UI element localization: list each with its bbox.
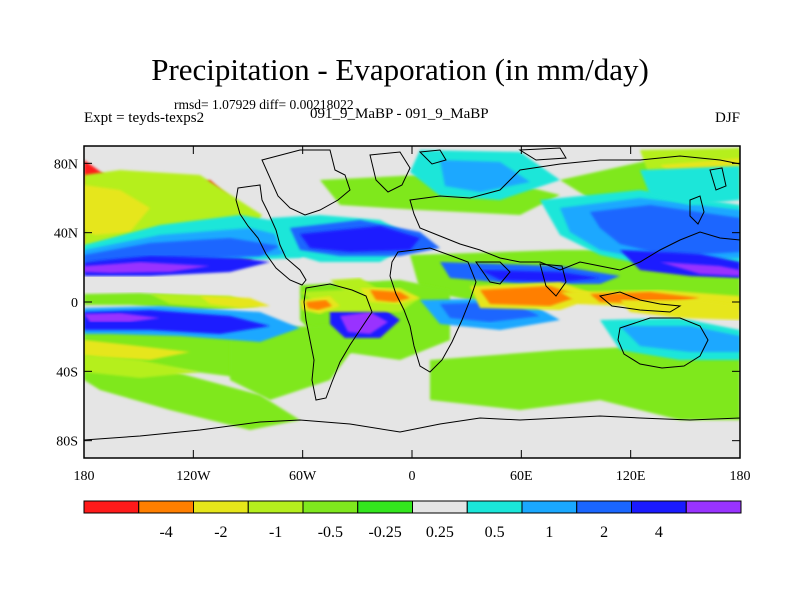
lon-tick-label: 180 [74,469,95,484]
field-region-siberia-cyan [640,166,740,205]
colorbar-label: 0.5 [485,524,505,541]
field-region-atlantic-orange [370,290,410,302]
colorbar-swatch-3 [193,500,249,514]
colorbar-swatch-4 [247,500,304,514]
colorbar-label: 4 [655,524,663,541]
colorbar-swatch-1 [83,500,140,514]
colorbar-swatch-11 [631,500,687,514]
colorbar-swatch-10 [576,500,632,514]
lon-tick-label: 60W [289,469,317,484]
field-region-southern-ocean-green [430,345,740,420]
field-region-northeast-brazil-orange [306,300,332,310]
coastline-greenland [369,151,411,193]
runs-label: 091_9_MaBP - 091_9_MaBP [310,106,489,122]
colorbar-label: -1 [269,524,282,541]
field-region-south-pacific-lime [84,355,200,378]
coastline-indonesia [598,291,682,313]
lon-tick-label: 180 [730,469,751,484]
colorbar-swatch-2 [138,500,194,514]
field-region-southeast-pacific-green [230,325,360,400]
coastline-south-america [303,283,373,401]
lat-tick-label: 40S [56,365,78,380]
field-region-east-asia-blue [590,205,740,256]
coastline-north-america [235,149,351,286]
coastline-arabia-india [475,261,567,297]
field-region-north-pacific-blue [84,238,280,262]
lat-tick-label: 40N [54,227,78,242]
colorbar-label: 2 [600,524,608,541]
coastline-antarctica [84,415,740,458]
field-region-itcz-pacific-purple [84,262,210,273]
colorbar-swatch-5 [302,500,359,514]
field-region-north-atlantic-darkblue [300,226,420,252]
colorbar-label: 1 [545,524,553,541]
colorbar-label: -0.25 [368,524,401,541]
coastline-eurasia [409,155,740,271]
season-label: DJF [714,110,740,126]
coastline-japan-kamchatka [689,167,727,225]
field-region-equatorial-yellow [200,296,270,308]
colorbar-label: -2 [214,524,227,541]
field-region-west-pacific-purple [660,262,740,276]
colorbar-label: 0.25 [426,524,454,541]
statistics-text: rmsd= 1.07929 diff= 0.00218022 [174,97,354,112]
field-region-south-pacific-yellow [84,340,190,360]
field-region-europe-lightblue [440,160,530,192]
coastline-africa [389,247,477,373]
coastline-australia [617,317,709,369]
colorbar-swatch-6 [357,500,413,514]
colorbar-swatch-12 [685,500,742,514]
lon-tick-label: 60E [510,469,533,484]
field-region-australia-yellow [620,300,740,320]
field-region-spcz-purple [84,313,160,322]
field-region-amazon-purple [340,312,388,334]
plot-title: Precipitation - Evaporation (in mm/day) [151,52,649,87]
colorbar-swatch-8 [466,500,523,514]
colorbar-label: -0.5 [318,524,343,541]
field-region-indian-orange [480,286,580,306]
lon-tick-label: 120W [176,469,211,484]
colorbar-label: -4 [159,524,172,541]
lat-tick-label: 80N [54,157,78,172]
lat-tick-label: 80S [56,435,78,450]
coastline-arctic-islands [418,147,567,165]
field-region-south-indian-lightblue-2 [620,326,740,352]
colorbar-swatch-9 [521,500,578,514]
experiment-label: Expt = teyds-texps2 [84,110,205,126]
colorbar-swatch-7 [412,500,468,514]
field-region-indian-monsoon-darkblue [480,270,600,282]
field-region-pacific-yellow [84,185,150,235]
lon-tick-label: 0 [409,469,416,484]
lat-tick-label: 0 [71,296,78,311]
lon-tick-label: 120E [616,469,646,484]
